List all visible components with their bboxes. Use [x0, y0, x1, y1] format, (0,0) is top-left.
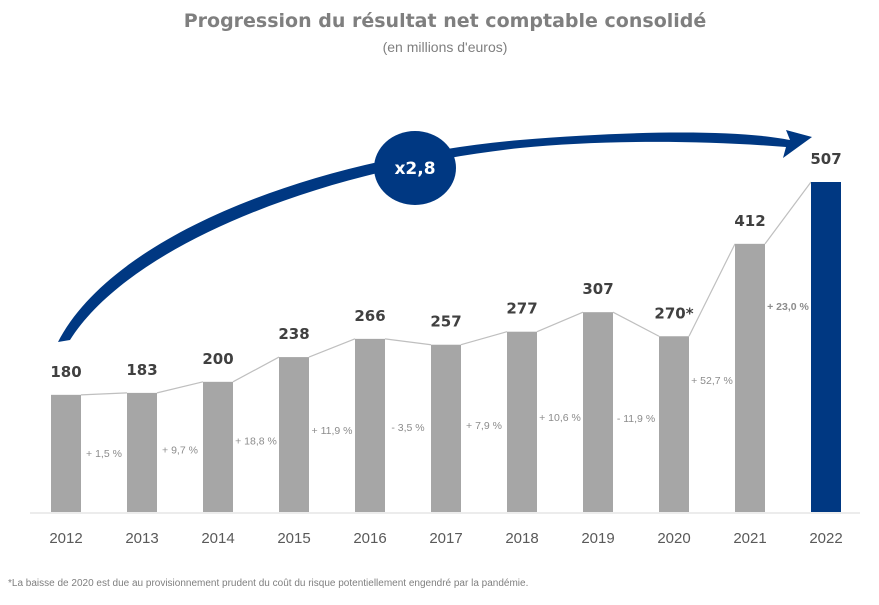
growth-label: + 1,5 %: [86, 448, 122, 460]
growth-label: + 10,6 %: [539, 412, 581, 424]
growth-label: - 11,9 %: [617, 413, 655, 425]
bar-2021: [735, 243, 765, 512]
multiplier-badge: [374, 131, 456, 205]
bar-2013: [127, 392, 157, 512]
bar-2012: [51, 394, 81, 512]
bar-2019: [583, 312, 613, 512]
connector-line: [232, 356, 280, 383]
bar-2014: [203, 381, 233, 512]
x-tick-2016: 2016: [353, 530, 386, 547]
growth-label: + 18,8 %: [235, 436, 277, 448]
bar-2015: [279, 357, 309, 512]
chart-title: Progression du résultat net comptable co…: [184, 10, 707, 32]
value-label-2015: 238: [278, 325, 309, 343]
growth-label: + 11,9 %: [312, 425, 353, 437]
multiplier-label: x2,8: [394, 159, 435, 179]
growth-label: + 9,7 %: [162, 445, 198, 457]
connector-line: [156, 381, 204, 394]
x-tick-2019: 2019: [581, 530, 614, 547]
connector-line: [384, 338, 432, 346]
value-label-2017: 257: [430, 313, 461, 331]
x-tick-2021: 2021: [733, 530, 766, 547]
x-tick-2020: 2020: [657, 530, 690, 547]
x-tick-2017: 2017: [429, 530, 462, 547]
value-label-2013: 183: [126, 361, 157, 379]
connector-line: [460, 331, 508, 346]
bar-2022: [811, 182, 841, 512]
growth-label: + 7,9 %: [466, 420, 502, 432]
x-tick-2012: 2012: [49, 530, 82, 547]
value-label-2018: 277: [506, 300, 537, 318]
chart-subtitle: (en millions d'euros): [383, 39, 508, 55]
connector-line: [612, 311, 660, 337]
connector-line: [80, 392, 128, 396]
x-tick-2018: 2018: [505, 530, 538, 547]
connector-line: [536, 311, 584, 333]
connector-line: [308, 338, 356, 358]
footnote: *La baisse de 2020 est due au provisionn…: [8, 578, 528, 589]
value-label-2014: 200: [202, 350, 233, 368]
growth-label: + 52,7 %: [691, 375, 733, 387]
growth-label: + 23,0 %: [767, 301, 809, 313]
value-label-2021: 412: [734, 212, 765, 230]
value-label-2020: 270*: [654, 304, 693, 322]
connector-line: [688, 243, 736, 337]
x-tick-2015: 2015: [277, 530, 310, 547]
value-label-2019: 307: [582, 280, 613, 298]
bar-2017: [431, 344, 461, 512]
bar-2020: [659, 336, 689, 512]
connector-line: [764, 181, 812, 245]
growth-label: - 3,5 %: [391, 422, 424, 434]
bar-2018: [507, 331, 537, 512]
value-label-2012: 180: [50, 363, 81, 381]
value-label-2016: 266: [354, 307, 385, 325]
x-tick-2014: 2014: [201, 530, 234, 547]
value-label-2022: 507: [810, 150, 841, 168]
bar-2016: [355, 338, 385, 512]
x-tick-2022: 2022: [809, 530, 842, 547]
x-tick-2013: 2013: [125, 530, 158, 547]
